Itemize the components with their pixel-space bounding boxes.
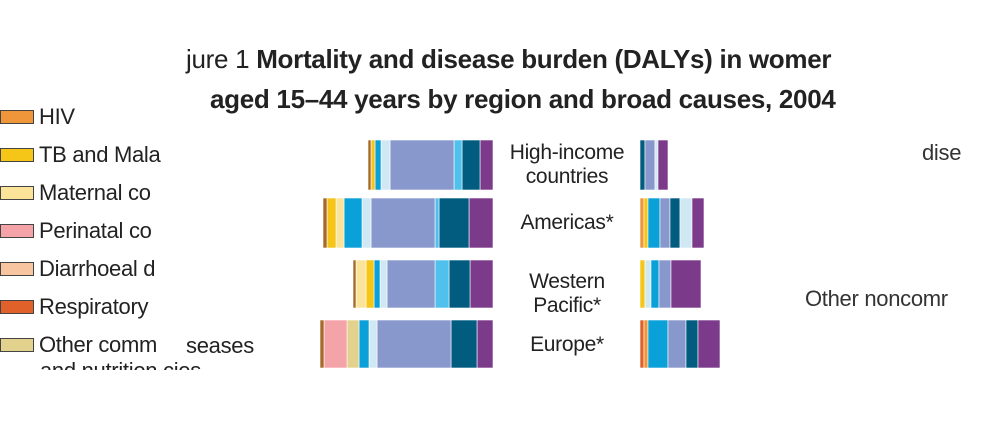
figure-title-main: Mortality and disease burden (DALYs) in … <box>256 44 832 74</box>
right-bar-segment-1-1 <box>643 197 649 249</box>
left-bar-segment-1-0 <box>468 197 494 249</box>
legend-label: Perinatal co <box>39 218 152 243</box>
left-bar-segment-1-1 <box>438 197 470 249</box>
right-bar-segment-2-2 <box>650 259 660 309</box>
figure-clip: jure 1 Mortality and disease burden (DAL… <box>0 44 962 370</box>
side-text-right-middle: Other noncomr <box>805 286 948 311</box>
right-bar-segment-0-2 <box>654 139 659 191</box>
left-bar-segment-3-4 <box>358 319 370 369</box>
left-bar-segment-3-7 <box>319 319 325 369</box>
right-bar-segment-1-2 <box>647 197 661 249</box>
left-bar-segment-2-2 <box>434 259 450 309</box>
legend-label: Respiratory <box>39 294 149 319</box>
legend-swatch <box>0 186 34 200</box>
left-bar-segment-2-3 <box>386 259 436 309</box>
legend-label: Other comm <box>39 332 158 357</box>
left-bar-segment-2-1 <box>448 259 471 309</box>
region-label-high-income: High-income countries <box>509 141 625 188</box>
left-bar-segment-0-7 <box>367 139 372 191</box>
figure-title-line1: jure 1 Mortality and disease burden (DAL… <box>186 44 831 75</box>
legend-item-maternal: Maternal co <box>0 180 151 205</box>
left-bar-segment-2-7 <box>355 259 367 309</box>
left-bar-segment-0-1 <box>461 139 481 191</box>
left-bar-segment-0-0 <box>479 139 494 191</box>
legend-swatch <box>0 300 34 314</box>
legend-item-tb-malaria: TB and Mala <box>0 142 161 167</box>
left-bar-segment-3-6 <box>323 319 348 369</box>
right-bar-segment-3-1 <box>643 319 649 369</box>
left-bar-segment-0-4 <box>380 139 391 191</box>
side-text-right-top: dise <box>922 140 962 165</box>
left-bar-segment-2-6 <box>365 259 375 309</box>
left-bar-segment-3-2 <box>376 319 452 369</box>
right-bar-segment-3-2 <box>647 319 669 369</box>
legend-swatch <box>0 148 34 162</box>
left-bar-segment-1-5 <box>343 197 363 249</box>
legend-label: Maternal co <box>39 180 151 205</box>
figure-number: jure 1 <box>186 44 250 74</box>
left-bar-segment-1-2 <box>434 197 440 249</box>
legend-fragment-diseases: seases <box>186 333 254 358</box>
right-bar-segment-2-4 <box>670 259 702 309</box>
right-bar-segment-3-5 <box>697 319 721 369</box>
right-bar-segment-0-3 <box>657 139 669 191</box>
legend-item-diarrhoeal: Diarrhoeal d <box>0 256 156 281</box>
region-label-western-pacific: Western Pacific* <box>529 270 605 317</box>
right-bar-segment-1-3 <box>659 197 671 249</box>
right-bar-segment-3-0 <box>639 319 645 369</box>
left-bar-segment-1-8 <box>322 197 328 249</box>
left-bar-segment-1-4 <box>361 197 372 249</box>
legend-item-hiv: HIV <box>0 104 75 129</box>
right-bar-segment-3-3 <box>667 319 687 369</box>
region-label-americas: Americas* <box>520 211 614 234</box>
right-bar-segment-1-5 <box>679 197 693 249</box>
legend-label: TB and Mala <box>39 142 161 167</box>
left-bar-segment-0-5 <box>374 139 382 191</box>
left-bar-segment-3-3 <box>368 319 378 369</box>
left-bar-segment-2-0 <box>469 259 494 309</box>
left-bar-segment-1-3 <box>370 197 436 249</box>
left-bar-segment-1-7 <box>326 197 337 249</box>
legend-item-respiratory: Respiratory <box>0 294 149 319</box>
right-bar-segment-3-4 <box>685 319 699 369</box>
legend-item-perinatal: Perinatal co <box>0 218 152 243</box>
right-bar-segment-2-0 <box>639 259 646 309</box>
legend-label: Diarrhoeal d <box>39 256 156 281</box>
left-bar-segment-3-1 <box>450 319 478 369</box>
legend-item-other-communicable: Other comm <box>0 332 158 357</box>
left-bar-segment-3-5 <box>346 319 360 369</box>
legend-label: HIV <box>39 104 75 129</box>
right-bar-segment-1-0 <box>639 197 645 249</box>
left-bar-segment-2-8 <box>352 259 357 309</box>
figure-title-line2: aged 15–44 years by region and broad cau… <box>210 84 836 114</box>
legend-swatch <box>0 110 34 124</box>
left-bar-segment-0-2 <box>453 139 463 191</box>
left-bar-segment-2-5 <box>373 259 381 309</box>
legend-fragment-cut-line: and nutrition cies <box>40 358 201 370</box>
region-label-europe: Europe* <box>530 333 604 356</box>
right-bar-segment-0-1 <box>644 139 656 191</box>
right-bar-segment-1-4 <box>669 197 681 249</box>
left-bar-segment-3-0 <box>476 319 494 369</box>
right-bar-segment-0-0 <box>639 139 646 191</box>
right-bar-segment-2-3 <box>658 259 672 309</box>
legend-swatch <box>0 338 34 352</box>
left-bar-segment-2-4 <box>379 259 388 309</box>
left-bar-segment-0-6 <box>370 139 376 191</box>
left-bar-segment-0-3 <box>389 139 455 191</box>
legend-swatch <box>0 262 34 276</box>
right-bar-segment-1-6 <box>691 197 705 249</box>
chart-bars <box>319 139 721 369</box>
legend-swatch <box>0 224 34 238</box>
right-bar-segment-2-1 <box>644 259 652 309</box>
left-bar-segment-1-6 <box>335 197 345 249</box>
